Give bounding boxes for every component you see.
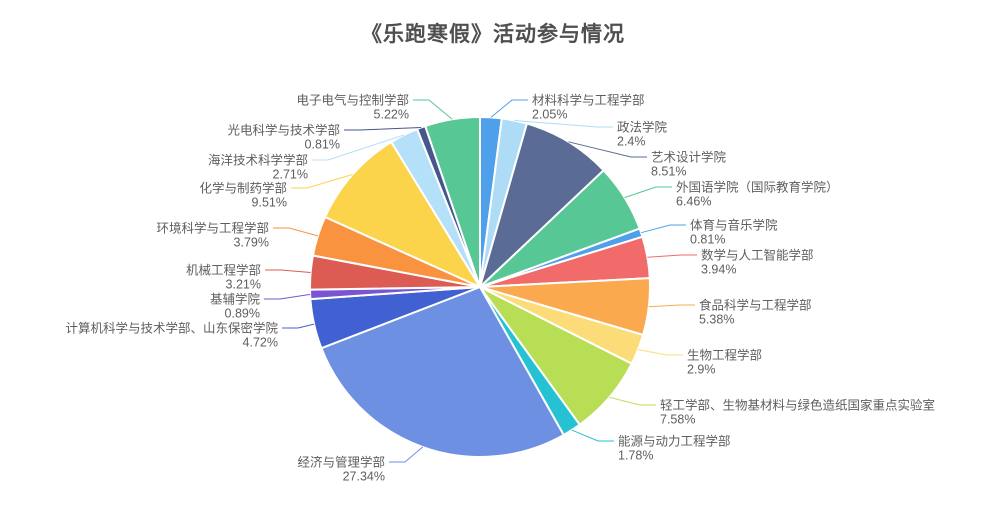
leader-line-3 [624,186,672,199]
leader-line-1 [514,120,613,128]
slice-percent-label-11: 4.72% [243,336,278,350]
slice-name-label-13: 机械工程学部 [186,263,261,278]
leader-line-5 [647,254,697,258]
leader-line-2 [568,141,647,158]
pie-slice-2[interactable] [479,122,605,288]
slice-name-label-7: 生物工程学部 [687,348,762,363]
leader-line-7 [638,349,683,356]
slice-percent-label-13: 3.21% [226,278,261,292]
slice-percent-label-0: 2.05% [532,108,567,122]
slice-percent-label-3: 6.46% [676,195,711,209]
slice-percent-label-12: 0.89% [225,307,260,321]
pie-slice-18[interactable] [424,116,481,288]
slice-name-label-17: 光电科学与技术学部 [227,123,340,138]
leader-line-12 [264,293,311,300]
slice-percent-label-16: 2.71% [273,168,308,182]
slice-name-label-0: 材料科学与工程学部 [532,93,645,108]
slice-name-label-3: 外国语学院（国际教育学院） [676,180,839,195]
slice-percent-label-14: 3.79% [234,236,269,250]
leader-line-15 [291,174,353,189]
slice-percent-label-2: 8.51% [651,165,686,179]
slice-name-label-4: 体育与音乐学院 [690,218,778,233]
leader-line-10 [389,446,424,463]
slice-name-label-6: 食品科学与工程学部 [699,298,812,313]
slice-percent-label-18: 5.22% [374,108,409,122]
slice-percent-label-4: 0.81% [690,233,725,247]
slice-percent-label-5: 3.94% [701,263,736,277]
leader-line-6 [648,304,695,308]
slice-percent-label-17: 0.81% [305,138,340,152]
leader-line-11 [282,323,315,329]
leader-line-17 [344,127,422,131]
slice-name-label-5: 数学与人工智能学部 [701,248,814,263]
slice-percent-label-7: 2.9% [687,363,716,377]
leader-line-18 [413,99,453,120]
slice-name-label-9: 能源与动力工程学部 [618,434,731,449]
chart-title: 《乐跑寒假》活动参与情况 [361,23,625,46]
pie-slice-15[interactable] [324,140,481,288]
slice-name-label-16: 海洋技术科学学部 [208,153,308,168]
slice-percent-label-10: 27.34% [343,470,385,484]
slice-percent-label-6: 5.38% [699,313,734,327]
slice-percent-label-8: 7.58% [660,413,695,427]
leader-line-13 [265,269,311,273]
pie-slice-10[interactable] [320,286,565,458]
leader-line-14 [273,227,319,237]
slice-name-label-14: 环境科学与工程学部 [156,221,269,236]
slice-name-label-8: 轻工学部、生物基材料与绿色造纸国家重点实验室 [660,398,935,413]
slice-percent-label-1: 2.4% [617,135,646,149]
leader-line-0 [490,99,528,118]
slice-name-label-15: 化学与制药学部 [199,181,287,196]
slice-name-label-12: 基辅学院 [210,292,261,307]
leader-line-4 [640,224,686,234]
leader-line-16 [312,134,405,161]
slice-name-label-18: 电子电气与控制学部 [296,93,409,108]
slice-percent-label-15: 9.51% [252,196,287,210]
slice-name-label-2: 艺术设计学院 [651,150,727,165]
leader-line-8 [609,396,656,406]
slice-percent-label-9: 1.78% [618,449,653,463]
slice-name-label-10: 经济与管理学部 [297,455,385,470]
slice-name-label-11: 计算机科学与技术学部、山东保密学院 [65,321,278,336]
leader-line-9 [571,429,614,442]
slice-name-label-1: 政法学院 [617,120,668,135]
